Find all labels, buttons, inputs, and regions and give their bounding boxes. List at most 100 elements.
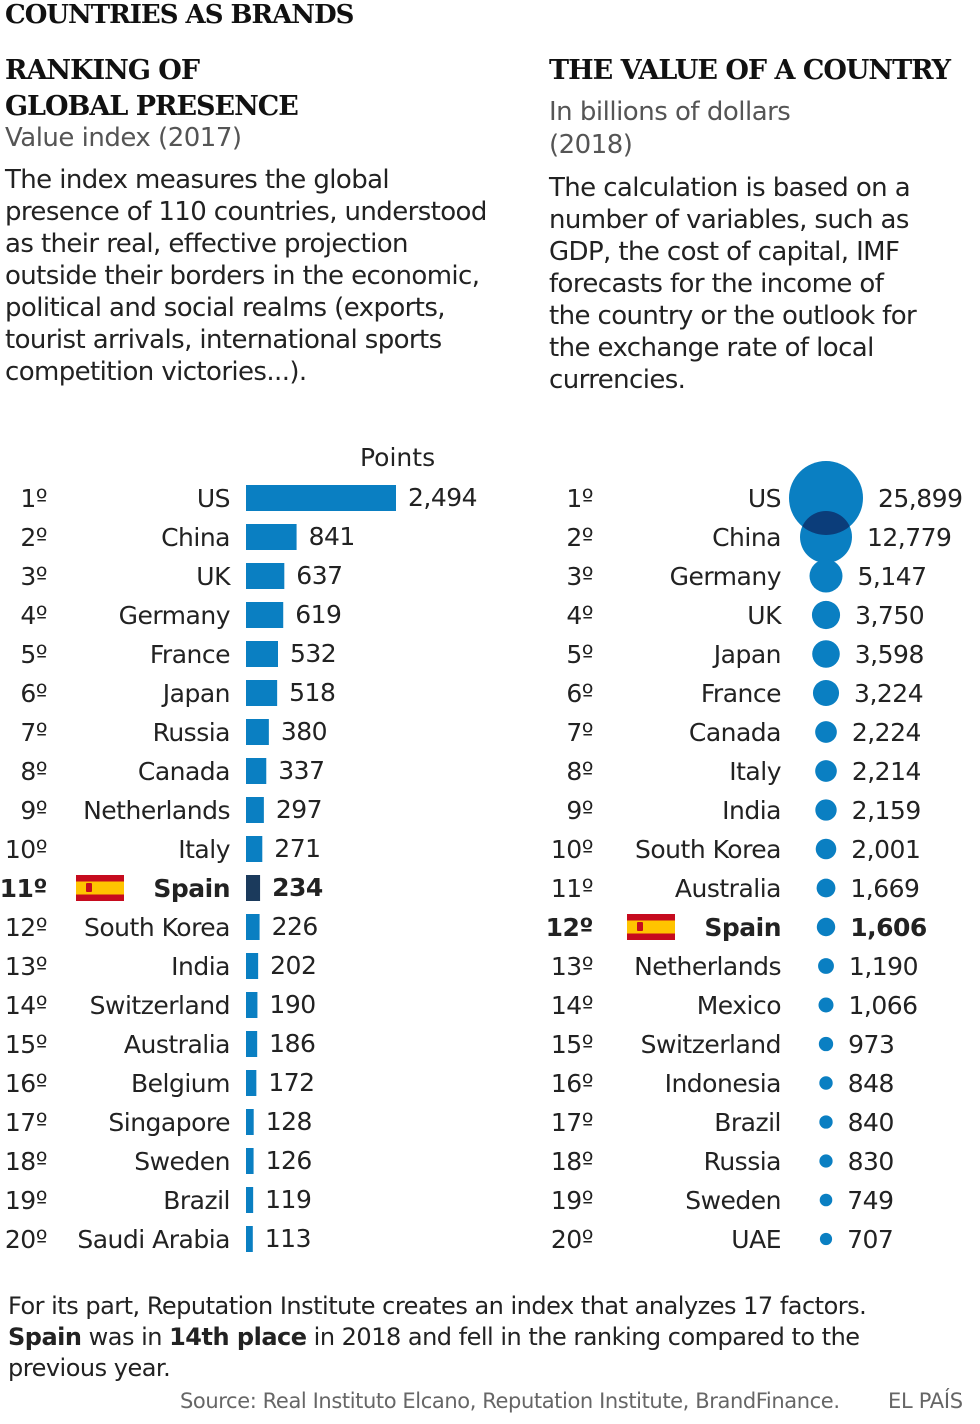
- bar: [246, 641, 278, 667]
- value-label: 337: [278, 756, 324, 785]
- bubble: [818, 997, 834, 1013]
- rank-label: 13º: [5, 952, 47, 981]
- publisher-brand: EL PAÍS: [888, 1389, 963, 1413]
- footer-note-line: Spain was in 14th place in 2018 and fell…: [8, 1322, 866, 1353]
- country-label: Australia: [124, 1030, 230, 1059]
- country-label: Netherlands: [634, 952, 781, 981]
- country-label: Italy: [729, 757, 781, 786]
- rank-label: 9º: [20, 796, 47, 825]
- flag-coat-of-arms: [637, 922, 643, 931]
- bubble: [816, 878, 836, 898]
- country-label: US: [748, 484, 781, 513]
- description-line: number of variables, such as: [549, 205, 909, 235]
- rank-label: 3º: [20, 562, 47, 591]
- value-label: 3,598: [855, 640, 924, 669]
- value-label: 12,779: [867, 523, 951, 552]
- bar: [246, 1109, 254, 1135]
- flag-stripe-yellow: [627, 920, 675, 934]
- bar: [246, 485, 396, 511]
- description-line: GDP, the cost of capital, IMF: [549, 237, 900, 267]
- bubble: [815, 721, 837, 743]
- value-label: 1,066: [849, 991, 918, 1020]
- country-label: Sweden: [685, 1186, 781, 1215]
- country-label: India: [722, 796, 781, 825]
- left-chart-subtitle: Value index (2017): [5, 123, 242, 153]
- rank-label: 1º: [566, 484, 593, 513]
- spain-flag-icon: [627, 914, 675, 940]
- rank-label: 15º: [5, 1030, 47, 1059]
- value-label: 830: [848, 1147, 894, 1176]
- bubble: [815, 760, 837, 782]
- bubble: [809, 559, 843, 593]
- footer-text: in 2018 and fell in the ranking compared…: [306, 1323, 860, 1351]
- value-label: 380: [281, 717, 327, 746]
- rank-label: 10º: [551, 835, 593, 864]
- value-label: 172: [268, 1068, 314, 1097]
- rank-label: 19º: [5, 1186, 47, 1215]
- rank-label: 2º: [566, 523, 593, 552]
- country-label: Switzerland: [90, 991, 230, 1020]
- value-label: 25,899: [878, 484, 962, 513]
- source-credit: Source: Real Instituto Elcano, Reputatio…: [180, 1389, 840, 1413]
- country-label: Canada: [138, 757, 230, 786]
- rank-label: 20º: [551, 1225, 593, 1254]
- value-label: 2,001: [851, 835, 920, 864]
- rank-label: 8º: [566, 757, 593, 786]
- description-line: presence of 110 countries, understood: [5, 197, 487, 227]
- country-label: Switzerland: [641, 1030, 781, 1059]
- country-label: Canada: [689, 718, 781, 747]
- bubble: [789, 461, 863, 535]
- country-label: China: [712, 523, 781, 552]
- footer-bold-place: 14th place: [169, 1323, 307, 1351]
- country-label: Russia: [704, 1147, 781, 1176]
- description-line: tourist arrivals, international sports: [5, 325, 442, 355]
- country-label: India: [171, 952, 230, 981]
- rank-label: 7º: [20, 718, 47, 747]
- value-label: 2,159: [852, 796, 921, 825]
- country-label: France: [150, 640, 230, 669]
- charts-canvas: 1º US 2,494 2º China 841 3º UK 637 4º Germany 619 5º…: [0, 461, 963, 1254]
- value-label: 234: [272, 873, 323, 902]
- country-label: Belgium: [131, 1069, 230, 1098]
- bar: [246, 875, 261, 901]
- bar: [246, 602, 284, 628]
- country-label: Singapore: [108, 1108, 230, 1137]
- value-label: 113: [265, 1224, 311, 1253]
- country-label: UK: [196, 562, 231, 591]
- rank-label: 8º: [20, 757, 47, 786]
- country-label: Japan: [161, 679, 230, 708]
- rank-label: 15º: [551, 1030, 593, 1059]
- country-label: Italy: [178, 835, 230, 864]
- rank-label: 18º: [551, 1147, 593, 1176]
- bar: [246, 836, 263, 862]
- right-subtitle-line: (2018): [549, 130, 633, 160]
- rank-label: 20º: [5, 1225, 47, 1254]
- rank-label: 19º: [551, 1186, 593, 1215]
- value-label: 1,669: [850, 874, 919, 903]
- bar: [246, 953, 259, 979]
- footer-note-line: For its part, Reputation Institute creat…: [8, 1292, 867, 1320]
- bubble: [819, 1232, 833, 1246]
- right-description: The calculation is based on a number of …: [549, 172, 917, 396]
- value-label: 3,224: [854, 679, 923, 708]
- rank-label: 11º: [551, 874, 593, 903]
- value-label: 973: [848, 1030, 894, 1059]
- rank-label: 16º: [551, 1069, 593, 1098]
- rank-label: 4º: [20, 601, 47, 630]
- rank-label: 9º: [566, 796, 593, 825]
- points-axis-label: Points: [360, 443, 436, 472]
- rank-label: 5º: [20, 640, 47, 669]
- bubble: [815, 838, 837, 860]
- value-label: 2,214: [852, 757, 921, 786]
- rank-label: 10º: [5, 835, 47, 864]
- left-description: The index measures the global presence o…: [5, 164, 487, 388]
- value-label: 5,147: [857, 562, 926, 591]
- country-label: Indonesia: [665, 1069, 781, 1098]
- rank-label: 14º: [551, 991, 593, 1020]
- value-label: 1,606: [850, 913, 927, 942]
- bubble: [818, 958, 834, 974]
- flag-coat-of-arms: [86, 883, 92, 892]
- rank-label: 2º: [20, 523, 47, 552]
- country-label: Japan: [712, 640, 781, 669]
- bar: [246, 563, 285, 589]
